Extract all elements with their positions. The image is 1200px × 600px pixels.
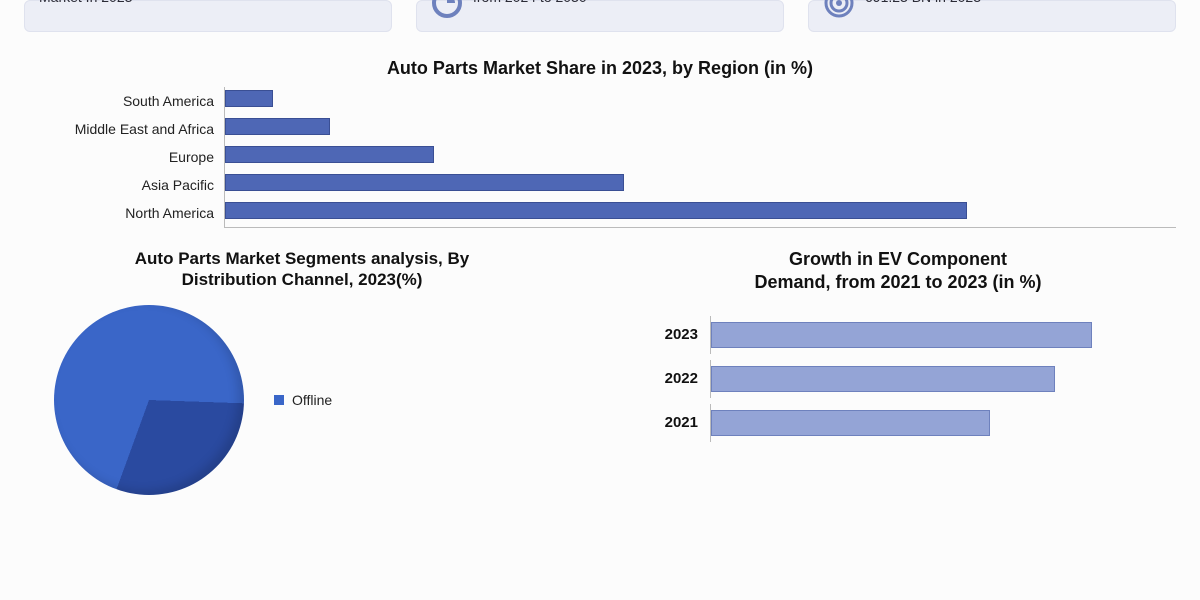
ev-bar-track bbox=[710, 360, 1176, 398]
region-bar-fill bbox=[225, 118, 330, 135]
region-chart-title: Auto Parts Market Share in 2023, by Regi… bbox=[24, 58, 1176, 79]
summary-card-1: Market In 2023 bbox=[24, 0, 392, 32]
ev-bar-label: 2023 bbox=[650, 326, 710, 343]
region-bar-track bbox=[224, 171, 1176, 199]
region-chart-x-axis bbox=[224, 227, 1176, 228]
pie-title-line-1: Auto Parts Market Segments analysis, By bbox=[135, 249, 469, 268]
region-bar-fill bbox=[225, 90, 273, 107]
card-2-text: from 2024 to 2030 bbox=[473, 0, 587, 7]
region-bar-track bbox=[224, 115, 1176, 143]
ev-bar-track bbox=[710, 404, 1176, 442]
region-bar-fill bbox=[225, 202, 967, 219]
region-bar-track bbox=[224, 87, 1176, 115]
ev-bar-label: 2022 bbox=[650, 370, 710, 387]
clock-icon bbox=[431, 0, 463, 19]
ev-bar-row: 2022 bbox=[650, 357, 1176, 401]
ev-title-line-2: Demand, from 2021 to 2023 (in %) bbox=[754, 272, 1041, 292]
ev-bar-row: 2023 bbox=[650, 313, 1176, 357]
summary-card-2: from 2024 to 2030 bbox=[416, 0, 784, 32]
ev-chart-bars: 2023 2022 2021 bbox=[620, 313, 1176, 445]
ev-bar-row: 2021 bbox=[650, 401, 1176, 445]
pie-chart-title: Auto Parts Market Segments analysis, By … bbox=[24, 248, 580, 291]
region-share-chart: Auto Parts Market Share in 2023, by Regi… bbox=[24, 58, 1176, 228]
distribution-pie-panel: Auto Parts Market Segments analysis, By … bbox=[24, 248, 580, 495]
target-icon bbox=[823, 0, 855, 19]
card-3-text: 691.23 BN in 2023 bbox=[865, 0, 981, 7]
bottom-charts-row: Auto Parts Market Segments analysis, By … bbox=[24, 248, 1176, 495]
summary-card-3: 691.23 BN in 2023 bbox=[808, 0, 1176, 32]
ev-bar-track bbox=[710, 316, 1176, 354]
region-bar-label: Middle East and Africa bbox=[24, 121, 224, 137]
ev-bar-fill bbox=[711, 322, 1092, 348]
pie-legend-offline: Offline bbox=[274, 392, 332, 408]
ev-growth-panel: Growth in EV Component Demand, from 2021… bbox=[620, 248, 1176, 495]
region-bar-label: North America bbox=[24, 205, 224, 221]
ev-bar-fill bbox=[711, 366, 1055, 392]
region-bar-row: North America bbox=[24, 199, 1176, 227]
top-summary-cards: Market In 2023 from 2024 to 2030 691.23 … bbox=[0, 0, 1200, 40]
pie-title-line-2: Distribution Channel, 2023(%) bbox=[182, 270, 423, 289]
pie-chart bbox=[54, 305, 244, 495]
region-bar-fill bbox=[225, 174, 624, 191]
legend-label: Offline bbox=[292, 392, 332, 408]
ev-bar-label: 2021 bbox=[650, 414, 710, 431]
region-bar-label: South America bbox=[24, 93, 224, 109]
region-bar-row: Asia Pacific bbox=[24, 171, 1176, 199]
ev-chart-title: Growth in EV Component Demand, from 2021… bbox=[620, 248, 1176, 295]
region-bar-fill bbox=[225, 146, 434, 163]
pie-shadow-overlay bbox=[54, 305, 244, 495]
region-bar-row: Middle East and Africa bbox=[24, 115, 1176, 143]
ev-bar-fill bbox=[711, 410, 990, 436]
region-bar-track bbox=[224, 143, 1176, 171]
pie-chart-body: Offline bbox=[24, 305, 580, 495]
region-bar-label: Asia Pacific bbox=[24, 177, 224, 193]
region-bar-track bbox=[224, 199, 1176, 227]
region-bar-label: Europe bbox=[24, 149, 224, 165]
region-bar-row: Europe bbox=[24, 143, 1176, 171]
region-chart-bars: South America Middle East and Africa Europ… bbox=[24, 87, 1176, 227]
ev-title-line-1: Growth in EV Component bbox=[789, 249, 1007, 269]
region-bar-row: South America bbox=[24, 87, 1176, 115]
legend-swatch-icon bbox=[274, 395, 284, 405]
card-1-text: Market In 2023 bbox=[39, 0, 132, 7]
